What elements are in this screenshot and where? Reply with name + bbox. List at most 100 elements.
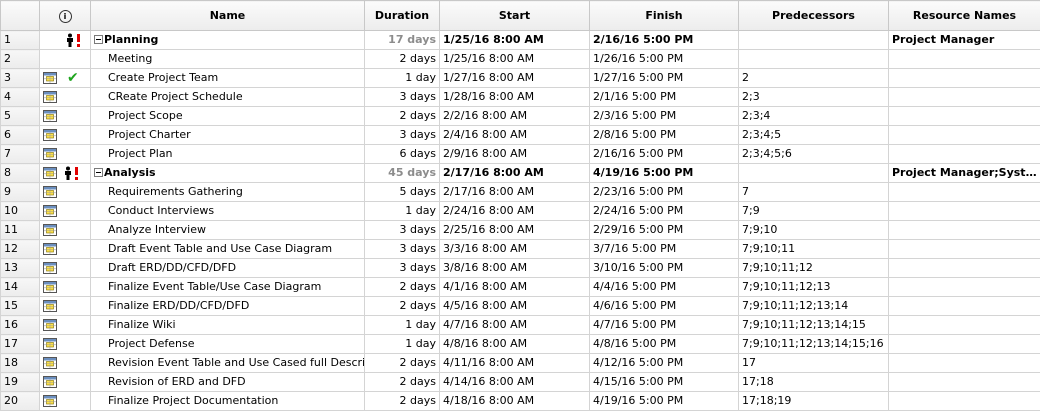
indicators-cell[interactable] [39, 220, 91, 240]
duration-cell[interactable]: 2 days [364, 49, 440, 69]
task-row[interactable]: 3 ✔ Create Project Team 1 day 1/27/16 8:00 A… [0, 68, 1040, 88]
indicators-cell[interactable] [39, 315, 91, 335]
resource-names-cell[interactable] [888, 296, 1040, 316]
predecessors-cell[interactable]: 7;9;10;11;12;13;14;15;16 [738, 334, 889, 354]
start-cell[interactable]: 4/8/16 8:00 AM [439, 334, 590, 354]
task-row[interactable]: 18 Revision Event Table and Use Cased ful… [0, 353, 1040, 373]
row-id-cell[interactable]: 10 [0, 201, 40, 221]
task-row[interactable]: 4 CReate Project Schedule 3 days 1/28/16 8:… [0, 87, 1040, 107]
resource-names-cell[interactable] [888, 277, 1040, 297]
task-name-cell[interactable]: Project Plan [90, 144, 365, 164]
name-column-header[interactable]: Name [90, 0, 365, 31]
task-name-cell[interactable]: Requirements Gathering [90, 182, 365, 202]
resource-names-cell[interactable] [888, 49, 1040, 69]
row-id-cell[interactable]: 2 [0, 49, 40, 69]
finish-cell[interactable]: 2/1/16 5:00 PM [589, 87, 739, 107]
resource-names-cell[interactable] [888, 391, 1040, 411]
row-id-cell[interactable]: 19 [0, 372, 40, 392]
row-id-cell[interactable]: 7 [0, 144, 40, 164]
task-name-cell[interactable]: Planning [90, 30, 365, 50]
finish-cell[interactable]: 4/4/16 5:00 PM [589, 277, 739, 297]
row-id-cell[interactable]: 17 [0, 334, 40, 354]
resource-names-cell[interactable]: Project Manager;Syste… [888, 163, 1040, 183]
row-id-cell[interactable]: 3 [0, 68, 40, 88]
summary-task-row[interactable]: 1 Planning 17 days 1/25/16 8:00 AM 2/16/16 5… [0, 30, 1040, 50]
predecessors-column-header[interactable]: Predecessors [738, 0, 889, 31]
start-cell[interactable]: 1/25/16 8:00 AM [439, 30, 590, 50]
task-name-cell[interactable]: Revision of ERD and DFD [90, 372, 365, 392]
finish-cell[interactable]: 2/24/16 5:00 PM [589, 201, 739, 221]
indicators-cell[interactable] [39, 49, 91, 69]
task-name-cell[interactable]: Finalize Event Table/Use Case Diagram [90, 277, 365, 297]
resource-names-cell[interactable] [888, 201, 1040, 221]
duration-cell[interactable]: 2 days [364, 106, 440, 126]
start-cell[interactable]: 2/2/16 8:00 AM [439, 106, 590, 126]
resource-names-cell[interactable] [888, 68, 1040, 88]
predecessors-cell[interactable]: 2;3;4;5;6 [738, 144, 889, 164]
predecessors-cell[interactable]: 2 [738, 68, 889, 88]
task-row[interactable]: 6 Project Charter 3 days 2/4/16 8:00 AM 2/8/… [0, 125, 1040, 145]
predecessors-cell[interactable]: 2;3;4;5 [738, 125, 889, 145]
task-name-cell[interactable]: Analysis [90, 163, 365, 183]
task-name-cell[interactable]: Meeting [90, 49, 365, 69]
start-cell[interactable]: 1/27/16 8:00 AM [439, 68, 590, 88]
finish-cell[interactable]: 4/6/16 5:00 PM [589, 296, 739, 316]
finish-cell[interactable]: 4/12/16 5:00 PM [589, 353, 739, 373]
duration-cell[interactable]: 3 days [364, 258, 440, 278]
duration-cell[interactable]: 1 day [364, 201, 440, 221]
task-row[interactable]: 13 Draft ERD/DD/CFD/DFD 3 days 3/8/16 8:00 … [0, 258, 1040, 278]
predecessors-cell[interactable]: 7;9 [738, 201, 889, 221]
collapse-toggle-icon[interactable] [94, 167, 103, 177]
predecessors-cell[interactable]: 17;18 [738, 372, 889, 392]
predecessors-cell[interactable]: 7 [738, 182, 889, 202]
duration-cell[interactable]: 2 days [364, 277, 440, 297]
duration-cell[interactable]: 3 days [364, 239, 440, 259]
task-row[interactable]: 20 Finalize Project Documentation 2 days 4/… [0, 391, 1040, 411]
predecessors-cell[interactable]: 7;9;10 [738, 220, 889, 240]
indicators-cell[interactable] [39, 258, 91, 278]
task-row[interactable]: 12 Draft Event Table and Use Case Diagram… [0, 239, 1040, 259]
indicators-cell[interactable] [39, 239, 91, 259]
duration-cell[interactable]: 3 days [364, 87, 440, 107]
finish-cell[interactable]: 2/16/16 5:00 PM [589, 30, 739, 50]
duration-cell[interactable]: 2 days [364, 296, 440, 316]
row-id-cell[interactable]: 18 [0, 353, 40, 373]
indicators-column-header[interactable]: i [39, 0, 91, 31]
indicators-cell[interactable] [39, 163, 91, 183]
start-cell[interactable]: 2/17/16 8:00 AM [439, 182, 590, 202]
predecessors-cell[interactable]: 7;9;10;11;12 [738, 258, 889, 278]
task-row[interactable]: 15 Finalize ERD/DD/CFD/DFD 2 days 4/5/16 8:… [0, 296, 1040, 316]
start-cell[interactable]: 2/25/16 8:00 AM [439, 220, 590, 240]
duration-cell[interactable]: 2 days [364, 372, 440, 392]
predecessors-cell[interactable]: 17 [738, 353, 889, 373]
task-row[interactable]: 17 Project Defense 1 day 4/8/16 8:00 AM 4/8/… [0, 334, 1040, 354]
finish-cell[interactable]: 4/7/16 5:00 PM [589, 315, 739, 335]
duration-cell[interactable]: 2 days [364, 353, 440, 373]
duration-cell[interactable]: 2 days [364, 391, 440, 411]
start-cell[interactable]: 2/24/16 8:00 AM [439, 201, 590, 221]
task-row[interactable]: 5 Project Scope 2 days 2/2/16 8:00 AM 2/3/16… [0, 106, 1040, 126]
row-id-cell[interactable]: 9 [0, 182, 40, 202]
finish-cell[interactable]: 1/26/16 5:00 PM [589, 49, 739, 69]
start-cell[interactable]: 4/14/16 8:00 AM [439, 372, 590, 392]
start-cell[interactable]: 3/8/16 8:00 AM [439, 258, 590, 278]
collapse-toggle-icon[interactable] [94, 34, 103, 44]
duration-column-header[interactable]: Duration [364, 0, 440, 31]
predecessors-cell[interactable] [738, 49, 889, 69]
row-id-cell[interactable]: 11 [0, 220, 40, 240]
task-name-cell[interactable]: Revision Event Table and Use Cased full … [90, 353, 365, 373]
resource-names-cell[interactable] [888, 258, 1040, 278]
resource-names-cell[interactable] [888, 372, 1040, 392]
start-cell[interactable]: 2/17/16 8:00 AM [439, 163, 590, 183]
start-cell[interactable]: 4/11/16 8:00 AM [439, 353, 590, 373]
duration-cell[interactable]: 3 days [364, 125, 440, 145]
finish-cell[interactable]: 2/23/16 5:00 PM [589, 182, 739, 202]
predecessors-cell[interactable]: 7;9;10;11 [738, 239, 889, 259]
resource-names-cell[interactable] [888, 144, 1040, 164]
row-id-cell[interactable]: 20 [0, 391, 40, 411]
indicators-cell[interactable] [39, 334, 91, 354]
start-cell[interactable]: 4/18/16 8:00 AM [439, 391, 590, 411]
task-row[interactable]: 14 Finalize Event Table/Use Case Diagram 2… [0, 277, 1040, 297]
resource-names-cell[interactable] [888, 239, 1040, 259]
row-id-cell[interactable]: 1 [0, 30, 40, 50]
